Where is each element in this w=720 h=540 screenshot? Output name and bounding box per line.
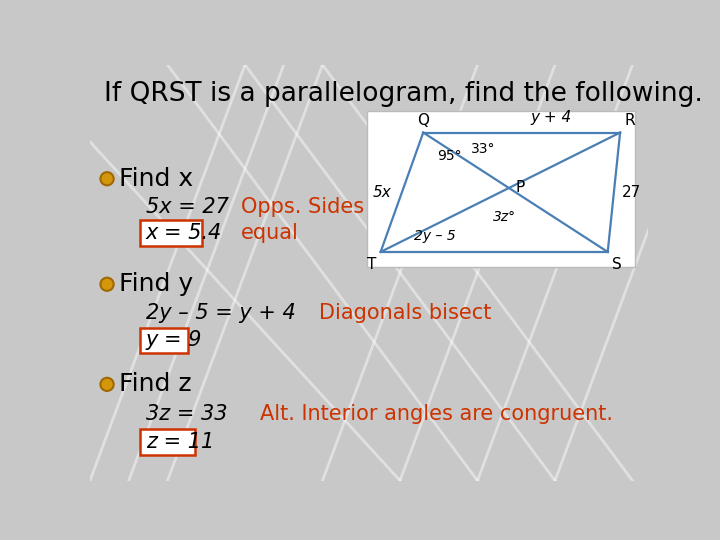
Text: Find x: Find x <box>120 167 194 191</box>
Text: Alt. Interior angles are congruent.: Alt. Interior angles are congruent. <box>261 403 613 423</box>
Text: equal: equal <box>241 222 299 242</box>
Text: 33°: 33° <box>472 142 496 156</box>
Circle shape <box>100 278 114 291</box>
Text: R: R <box>625 113 635 128</box>
Text: 5x: 5x <box>372 185 391 200</box>
Text: y = 9: y = 9 <box>145 330 202 350</box>
Text: 3z°: 3z° <box>493 210 516 224</box>
Text: Diagonals bisect: Diagonals bisect <box>319 303 491 323</box>
Bar <box>367 111 635 267</box>
Circle shape <box>102 174 112 184</box>
Text: 95°: 95° <box>437 150 462 164</box>
Text: 2y – 5 = y + 4: 2y – 5 = y + 4 <box>145 303 295 323</box>
Text: P: P <box>515 180 524 195</box>
Text: 2y – 5: 2y – 5 <box>413 230 455 244</box>
Text: Q: Q <box>418 113 429 128</box>
Text: T: T <box>366 256 376 272</box>
Text: x = 5.4: x = 5.4 <box>145 222 222 242</box>
Circle shape <box>100 172 114 186</box>
Circle shape <box>100 377 114 392</box>
FancyBboxPatch shape <box>140 220 202 246</box>
Text: z = 11: z = 11 <box>145 432 214 452</box>
FancyBboxPatch shape <box>140 328 188 353</box>
Text: y + 4: y + 4 <box>531 110 572 125</box>
Text: If QRST is a parallelogram, find the following.: If QRST is a parallelogram, find the fol… <box>104 81 703 107</box>
Text: Find y: Find y <box>120 272 194 296</box>
Text: 27: 27 <box>621 185 641 200</box>
Text: Find z: Find z <box>120 373 192 396</box>
Circle shape <box>102 279 112 289</box>
Text: 5x = 27: 5x = 27 <box>145 197 229 217</box>
Text: 3z = 33: 3z = 33 <box>145 403 228 423</box>
Text: Opps. Sides: Opps. Sides <box>241 197 364 217</box>
Circle shape <box>102 380 112 389</box>
FancyBboxPatch shape <box>140 429 195 455</box>
Text: S: S <box>612 256 622 272</box>
